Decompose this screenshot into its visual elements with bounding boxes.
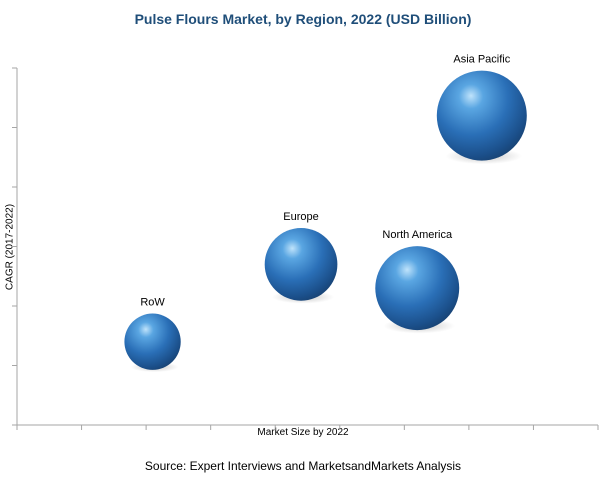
x-axis-label: Market Size by 2022 (257, 427, 349, 438)
bubble-north-america (375, 246, 460, 331)
source-note: Source: Expert Interviews and Marketsand… (144, 459, 462, 473)
bubble-row (124, 313, 181, 370)
bubble-label-north-america: North America (382, 229, 453, 241)
chart-title: Pulse Flours Market, by Region, 2022 (US… (134, 11, 472, 27)
bubble-europe (264, 228, 338, 301)
bubbles: RoW Europe North America Asia Pacific (124, 54, 527, 373)
axes (12, 67, 599, 430)
bubble-label-europe: Europe (283, 211, 318, 223)
bubble-asia-pacific (436, 70, 527, 161)
bubble-label-asia-pacific: Asia Pacific (453, 54, 510, 66)
bubble-label-row: RoW (140, 297, 165, 309)
